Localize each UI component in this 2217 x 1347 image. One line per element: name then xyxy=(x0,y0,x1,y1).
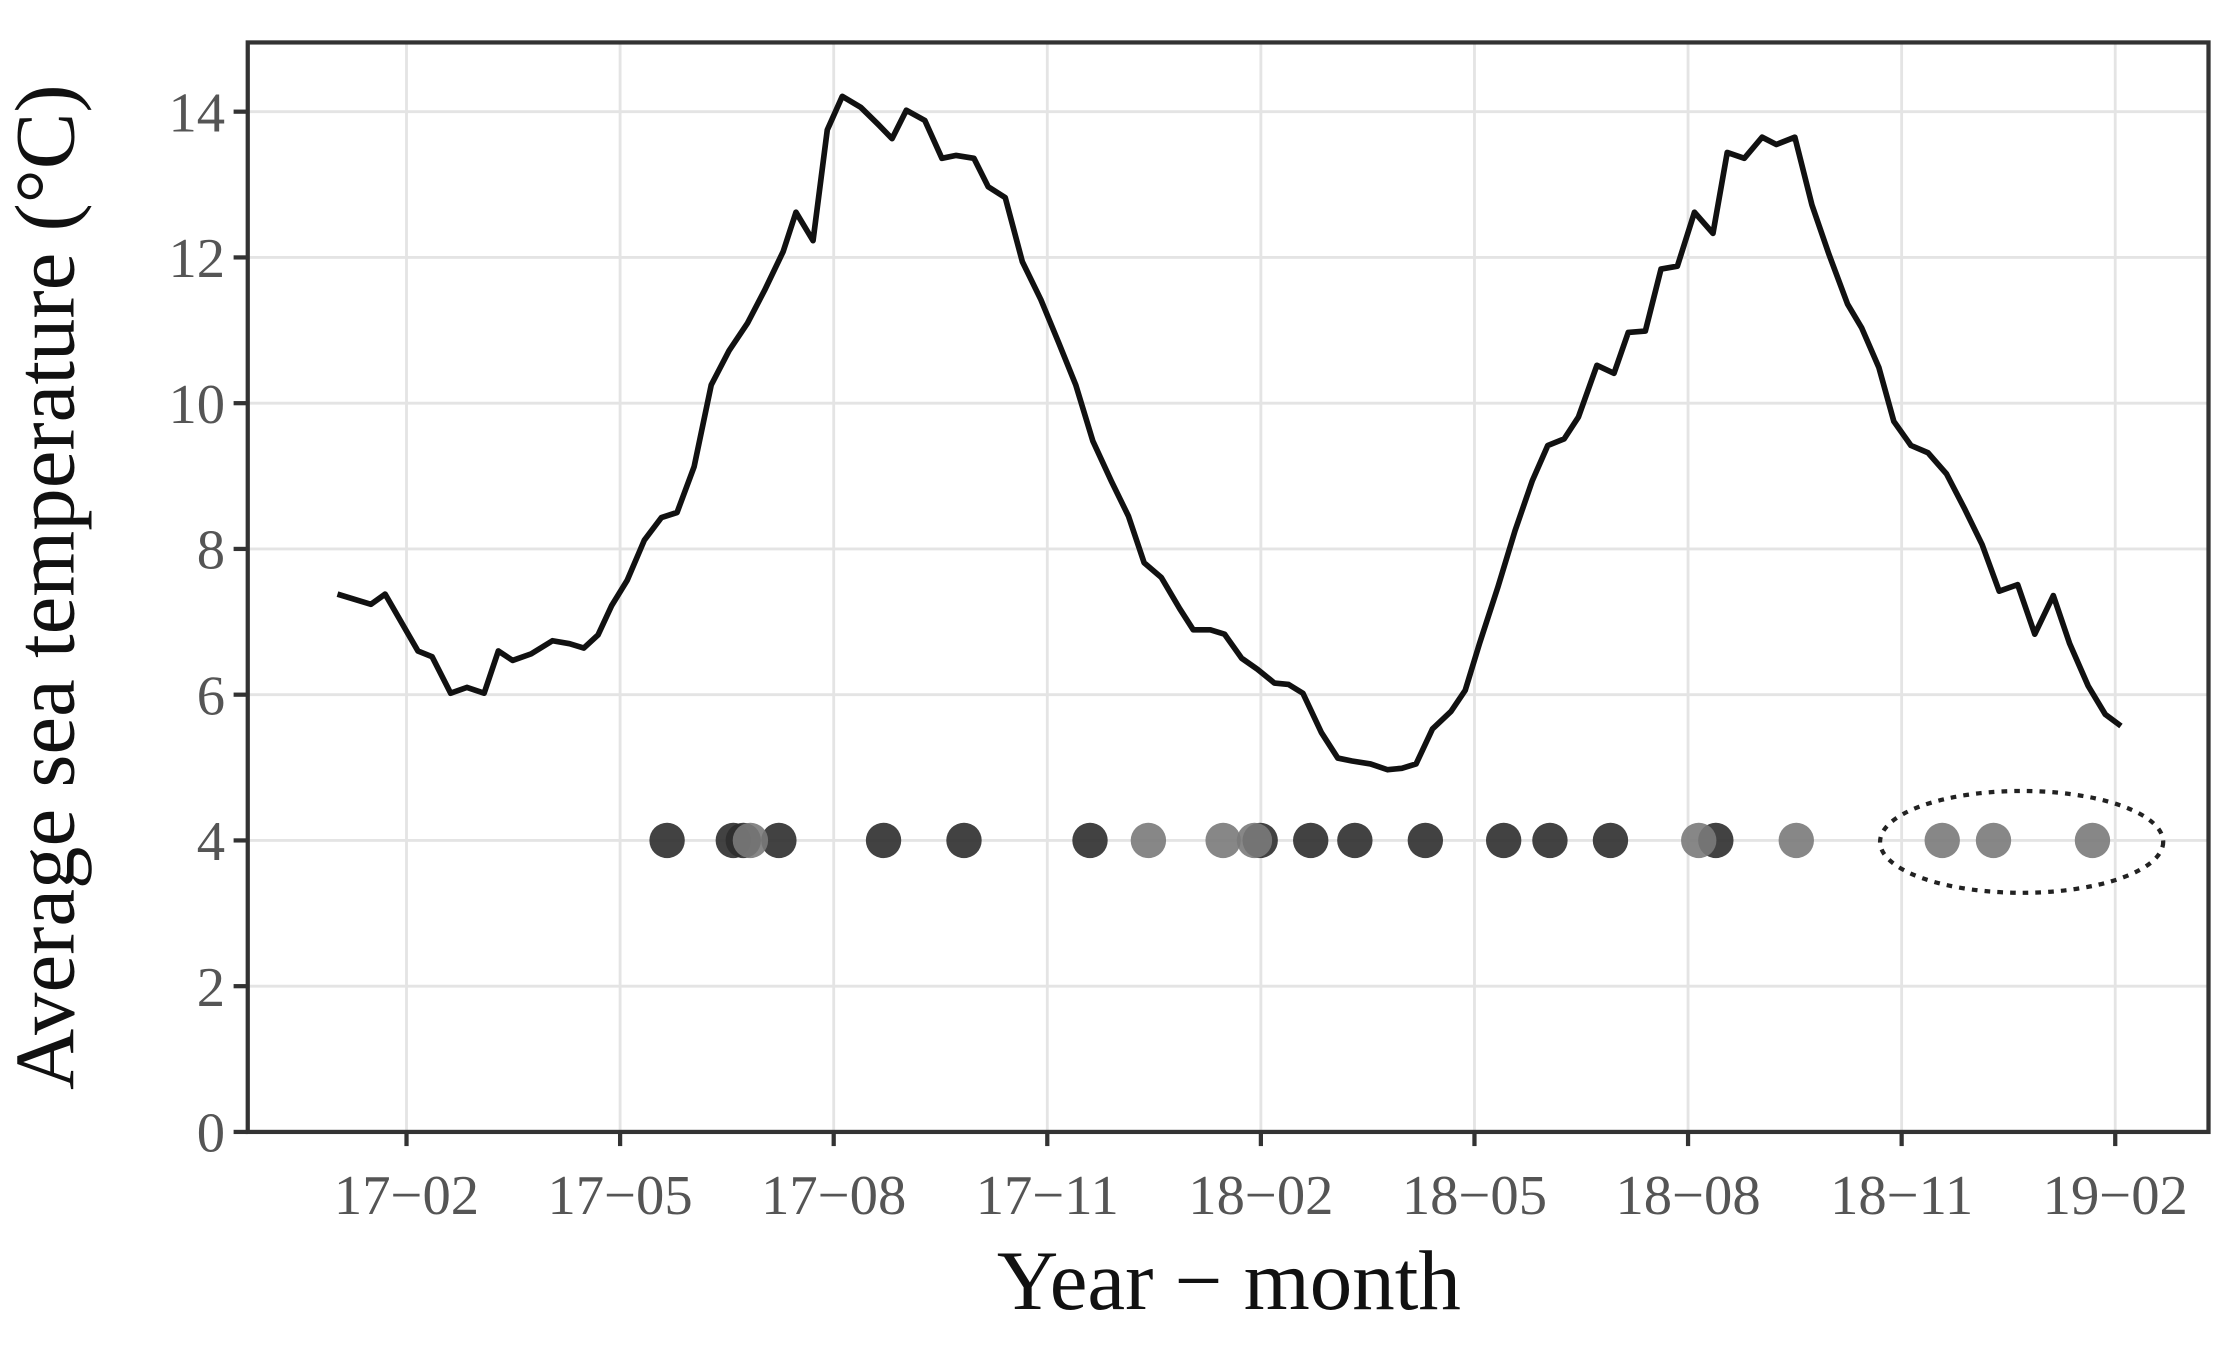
point xyxy=(1293,822,1329,859)
x-tick-label: 18−02 xyxy=(1188,1165,1333,1227)
x-axis-title: Year − month xyxy=(997,1234,1461,1328)
point xyxy=(2074,822,2111,859)
point xyxy=(1924,822,1960,859)
y-tick-label: 8 xyxy=(197,520,225,582)
point xyxy=(1072,822,1108,859)
x-tick-label: 18−05 xyxy=(1402,1165,1547,1227)
point xyxy=(1130,822,1167,859)
point xyxy=(649,822,685,859)
x-tick-label: 19−02 xyxy=(2043,1165,2188,1227)
y-tick-label: 14 xyxy=(168,83,225,145)
x-tick-label: 18−11 xyxy=(1830,1165,1973,1227)
highlight-ellipse xyxy=(1877,788,2166,895)
y-tick-label: 10 xyxy=(168,374,225,436)
y-tick-label: 4 xyxy=(197,811,225,873)
marks xyxy=(336,93,2123,859)
point xyxy=(761,822,797,859)
line xyxy=(336,93,2123,773)
point xyxy=(1778,822,1814,859)
y-tick-label: 6 xyxy=(197,666,225,728)
axes: 0 2 4 6 8 10 12 14 17−02 17−05 17−08 17−11 18−02 18−0… xyxy=(168,83,2187,1227)
point xyxy=(1975,822,2012,859)
point xyxy=(865,822,902,859)
point xyxy=(732,822,769,859)
point xyxy=(1592,822,1629,859)
y-axis-title: Average sea temperature (°C) xyxy=(0,84,93,1090)
y-tick-label: 12 xyxy=(168,228,225,290)
grid xyxy=(247,42,2209,1134)
point xyxy=(1205,822,1241,859)
x-tick-label: 18−08 xyxy=(1615,1165,1760,1227)
y-tick-label: 0 xyxy=(197,1103,225,1165)
point xyxy=(1485,822,1522,859)
x-tick-label: 17−05 xyxy=(548,1165,693,1227)
point xyxy=(1407,822,1444,859)
x-tick-label: 17−11 xyxy=(976,1165,1119,1227)
y-tick-label: 2 xyxy=(197,957,225,1019)
point xyxy=(1681,822,1717,859)
point xyxy=(1532,822,1568,859)
x-tick-label: 17−08 xyxy=(761,1165,906,1227)
x-tick-label: 17−02 xyxy=(334,1165,479,1227)
point xyxy=(1236,822,1273,859)
point xyxy=(1337,822,1373,859)
plot-frame xyxy=(245,40,2211,1135)
point xyxy=(946,822,982,859)
